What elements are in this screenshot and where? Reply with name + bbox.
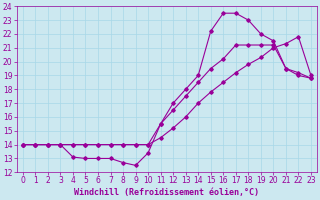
X-axis label: Windchill (Refroidissement éolien,°C): Windchill (Refroidissement éolien,°C): [74, 188, 260, 197]
